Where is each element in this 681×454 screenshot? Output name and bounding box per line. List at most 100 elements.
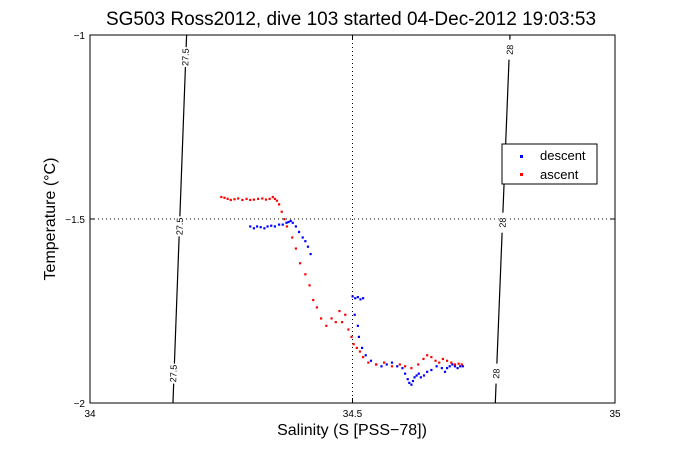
data-point-ascent (344, 313, 347, 316)
data-point-ascent (422, 357, 425, 361)
data-point-ascent (245, 197, 248, 200)
isopycnal-label-gap (175, 216, 185, 237)
isopycnal-label: 27.5 (180, 48, 191, 66)
data-point-descent (456, 367, 459, 370)
x-tick-label: 35 (609, 409, 621, 420)
data-point-ascent (398, 363, 401, 366)
data-point-descent (285, 221, 288, 224)
data-point-descent (396, 365, 399, 368)
data-point-descent (440, 367, 443, 370)
data-point-ascent (358, 350, 362, 353)
data-point-ascent (362, 356, 365, 359)
data-point-ascent (355, 346, 358, 349)
isopycnal-lines: 27.5 27.5 27.5 28 28 28 (168, 34, 515, 404)
data-point-ascent (285, 225, 289, 228)
data-point-ascent (457, 362, 460, 365)
legend-label-descent: descent (540, 148, 586, 163)
data-point-descent (351, 295, 354, 298)
axis-ticks: 34 34.5 35 −2 −1.5 −1 (65, 31, 621, 420)
data-point-ascent (278, 203, 281, 206)
data-point-descent (364, 354, 367, 357)
isopycnal-label: 27.5 (174, 217, 185, 235)
data-point-ascent (347, 328, 350, 331)
data-point-ascent (352, 343, 355, 346)
data-point-descent (417, 372, 420, 375)
data-point-ascent (338, 310, 341, 313)
data-point-descent (291, 221, 294, 224)
data-point-descent (360, 346, 364, 349)
data-point-descent (413, 376, 416, 379)
data-point-ascent (315, 306, 318, 309)
data-point-ascent (280, 210, 283, 213)
data-point-ascent (291, 236, 294, 239)
isopycnal-label-gap (169, 363, 178, 384)
data-point-ascent (460, 363, 463, 366)
chart-title: SG503 Ross2012, dive 103 started 04-Dec-… (106, 9, 596, 30)
data-point-descent (453, 365, 457, 368)
data-point-ascent (430, 356, 433, 359)
data-point-ascent (441, 357, 444, 361)
data-point-descent (294, 225, 297, 228)
data-point-ascent (226, 197, 229, 200)
data-point-ascent (241, 198, 244, 202)
data-point-descent (435, 365, 438, 368)
data-point-ascent (299, 262, 302, 265)
data-point-descent (369, 359, 373, 362)
data-point-descent (410, 383, 413, 386)
data-point-descent (306, 245, 310, 248)
y-axis-label: Temperature (°C) (42, 158, 59, 281)
data-point-descent (446, 367, 449, 370)
data-point-ascent (294, 247, 297, 250)
data-point-ascent (233, 198, 236, 201)
data-point-descent (281, 223, 284, 226)
data-point-descent (419, 376, 422, 379)
data-point-descent (380, 365, 383, 368)
data-point-descent (390, 361, 394, 364)
data-point-ascent (446, 359, 449, 362)
data-point-descent (401, 367, 404, 370)
series-ascent (220, 195, 463, 370)
data-point-descent (404, 372, 407, 375)
data-point-descent (461, 365, 464, 368)
data-point-ascent (367, 361, 370, 364)
data-point-ascent (304, 273, 307, 276)
data-point-descent (266, 225, 269, 228)
data-point-descent (459, 365, 462, 368)
data-point-ascent (237, 197, 240, 200)
data-point-descent (278, 223, 281, 226)
data-point-ascent (434, 359, 437, 362)
isopycnal-label: 27.5 (168, 365, 179, 383)
data-point-ascent (325, 324, 328, 327)
data-point-descent (451, 363, 454, 366)
data-point-descent (255, 225, 259, 228)
data-point-descent (356, 296, 359, 299)
isopycnal-label-gap (498, 212, 508, 233)
isopycnal-label: 28 (491, 368, 501, 378)
data-point-descent (259, 226, 262, 229)
data-point-ascent (312, 298, 315, 302)
data-point-descent (448, 365, 451, 368)
data-point-ascent (438, 361, 441, 364)
data-point-descent (357, 335, 360, 338)
data-point-ascent (410, 367, 413, 370)
data-point-descent (289, 219, 292, 223)
data-point-descent (270, 224, 273, 227)
data-point-descent (359, 298, 362, 301)
data-point-ascent (320, 317, 323, 320)
data-point-descent (309, 252, 312, 256)
data-point-ascent (261, 197, 264, 200)
isopycnal-label: 28 (505, 45, 515, 55)
data-point-ascent (275, 199, 279, 202)
data-point-descent (301, 236, 304, 239)
data-point-ascent (341, 321, 344, 324)
y-tick-label: −2 (74, 399, 86, 410)
data-point-ascent (426, 354, 429, 357)
series-descent (249, 219, 464, 386)
grid-lines (90, 35, 615, 403)
data-point-descent (362, 297, 365, 300)
data-point-ascent (375, 363, 378, 366)
data-point-descent (287, 220, 290, 224)
data-point-ascent (450, 361, 453, 364)
data-point-descent (415, 374, 418, 377)
